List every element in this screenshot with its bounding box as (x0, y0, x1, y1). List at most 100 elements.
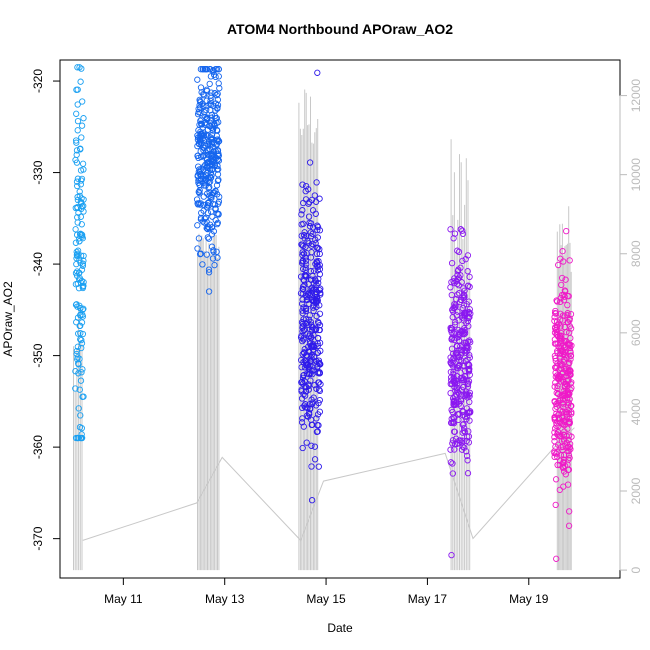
data-point (309, 207, 317, 214)
data-point (214, 96, 222, 103)
data-point (315, 422, 322, 429)
data-point (214, 162, 221, 170)
data-point (78, 221, 85, 228)
data-point (196, 166, 203, 173)
data-point (298, 386, 305, 393)
data-point (457, 396, 465, 403)
data-point (552, 501, 559, 509)
data-point (316, 326, 323, 334)
data-point (308, 276, 315, 283)
data-point (464, 356, 471, 363)
data-point (459, 257, 466, 265)
data-point (449, 408, 456, 416)
data-point (315, 275, 322, 283)
data-point (314, 267, 321, 274)
data-point (566, 395, 573, 403)
data-point (74, 250, 81, 257)
data-point (452, 329, 459, 336)
data-point (298, 379, 305, 386)
data-point (313, 428, 321, 436)
data-point (72, 204, 79, 212)
data-point (197, 99, 204, 106)
data-point (462, 388, 469, 395)
data-point (214, 220, 221, 228)
data-point (205, 269, 213, 276)
data-point (80, 196, 87, 203)
data-point (455, 317, 462, 324)
trace-baseline (82, 427, 575, 542)
data-point (214, 90, 221, 98)
data-point (73, 319, 80, 326)
data-point (299, 337, 306, 345)
data-point (551, 449, 558, 457)
data-point (447, 374, 455, 381)
data-point (568, 433, 575, 440)
data-point (303, 292, 310, 299)
data-point (452, 319, 459, 326)
y-left-tick-label: -370 (31, 526, 45, 550)
data-point (566, 344, 574, 352)
data-point (566, 508, 573, 515)
data-point (460, 327, 467, 334)
data-point (194, 222, 201, 229)
y-axis-left: -320 -330 -340 -350 -360 -370 (31, 69, 61, 551)
data-point (558, 274, 566, 282)
data-point (460, 285, 467, 292)
data-point (567, 356, 574, 363)
data-point (568, 408, 575, 416)
data-point (308, 442, 315, 449)
data-point (565, 359, 573, 367)
data-point (80, 252, 87, 260)
y-right-tick-label: 2000 (629, 477, 643, 504)
data-point (558, 370, 566, 378)
data-point (202, 182, 209, 189)
data-point (207, 221, 214, 228)
data-point (77, 78, 84, 85)
data-point (303, 439, 310, 446)
data-point (560, 431, 568, 438)
data-point (299, 251, 306, 259)
data-point (208, 94, 215, 101)
data-point (209, 255, 217, 262)
data-point (79, 311, 86, 318)
data-point (305, 348, 313, 355)
data-point (205, 199, 213, 206)
data-point (561, 293, 568, 300)
data-point (567, 310, 575, 318)
data-point (316, 396, 323, 404)
data-point (306, 371, 313, 378)
data-point (304, 362, 311, 369)
data-point (566, 341, 574, 348)
data-point (311, 192, 318, 199)
data-point (214, 210, 221, 217)
data-point (303, 296, 311, 304)
data-point (466, 306, 473, 313)
data-point (80, 257, 87, 264)
data-point (78, 431, 85, 438)
data-point (203, 225, 210, 232)
data-point (73, 178, 81, 185)
data-point (302, 315, 310, 323)
data-point (316, 360, 323, 367)
data-point (203, 114, 211, 121)
data-point (80, 282, 87, 289)
data-point (298, 356, 305, 364)
data-point (195, 200, 203, 207)
data-point (316, 261, 323, 269)
data-point (450, 368, 457, 376)
data-point (460, 421, 467, 428)
data-point (315, 386, 323, 393)
data-point (464, 433, 471, 440)
data-point (553, 555, 560, 562)
data-point (72, 226, 79, 233)
data-point (453, 342, 460, 350)
data-point (551, 317, 558, 325)
data-point (200, 207, 207, 214)
data-point (208, 243, 216, 250)
data-point (73, 268, 81, 275)
data-point (316, 310, 324, 317)
data-point (560, 348, 567, 356)
data-point (77, 252, 85, 259)
data-point (304, 330, 311, 337)
data-point (462, 347, 469, 354)
